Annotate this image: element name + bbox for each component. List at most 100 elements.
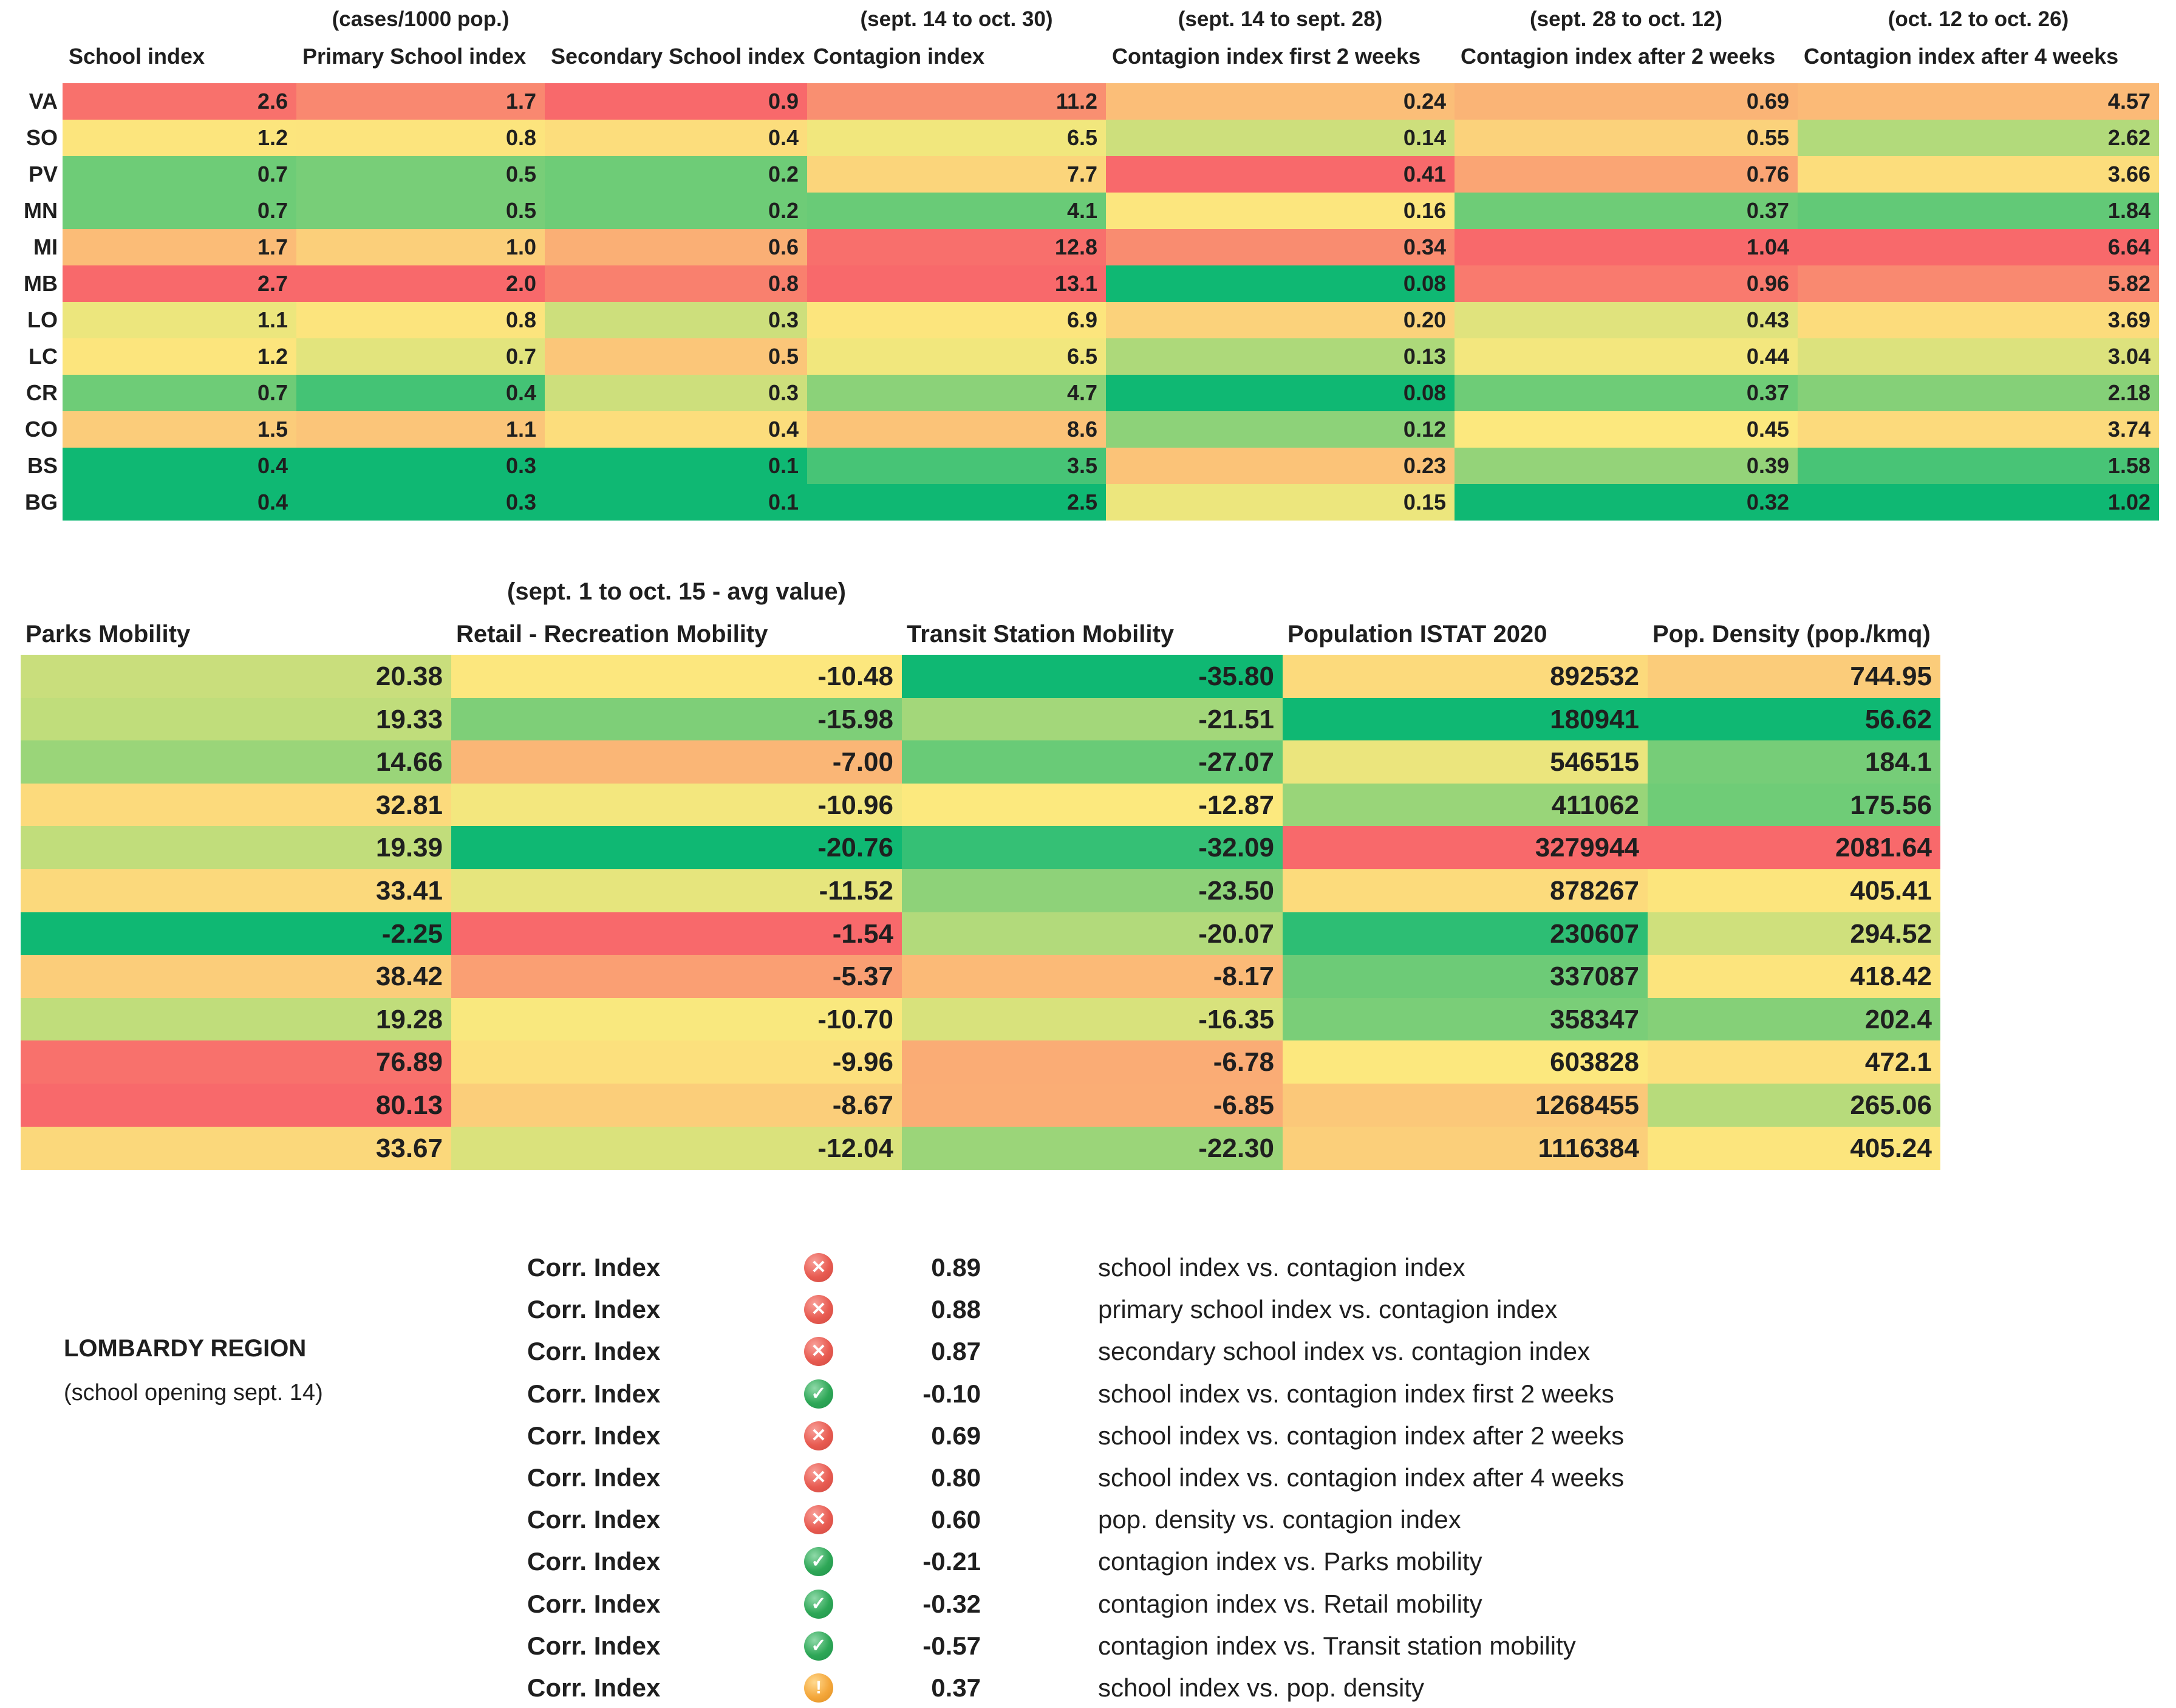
column-header: School index (69, 44, 205, 69)
heatmap-cell: 0.16 (1106, 193, 1455, 229)
heatmap-cell: 0.13 (1106, 338, 1455, 375)
unit-header: (oct. 12 to oct. 26) (1888, 7, 2069, 31)
heatmap-cell: 0.8 (296, 302, 545, 338)
heatmap-cell: 405.24 (1648, 1127, 1940, 1170)
heatmap-cell: -35.80 (902, 655, 1283, 698)
corr-value: -0.21 (923, 1546, 981, 1576)
heatmap-cell: 0.55 (1455, 120, 1798, 156)
region-subtitle: (school opening sept. 14) (64, 1380, 323, 1406)
heatmap-cell: 0.5 (296, 193, 545, 229)
heatmap-cell: 0.8 (296, 120, 545, 156)
heatmap-cell: 4.57 (1798, 83, 2159, 120)
heatmap-cell: 0.7 (63, 193, 296, 229)
heatmap-cell: 0.3 (296, 448, 545, 484)
heatmap-cell: -10.70 (451, 998, 902, 1041)
corr-description: school index vs. contagion index after 2… (1098, 1421, 1625, 1450)
heatmap-cell: 0.1 (545, 448, 807, 484)
column-header: Population ISTAT 2020 (1288, 621, 1547, 647)
heatmap-cell: 3.04 (1798, 338, 2159, 375)
corr-value: 0.87 (931, 1336, 981, 1365)
heatmap-cell: 1.1 (63, 302, 296, 338)
heatmap-cell: 0.14 (1106, 120, 1455, 156)
corr-description: contagion index vs. Transit station mobi… (1098, 1631, 1576, 1660)
row-label: LO (27, 307, 58, 332)
heatmap-cell: -9.96 (451, 1040, 902, 1084)
corr-value: 0.80 (931, 1463, 981, 1492)
corr-index-label: Corr. Index (527, 1379, 661, 1408)
heatmap-cell: 0.15 (1106, 484, 1455, 521)
heatmap-cell: 603828 (1283, 1040, 1648, 1084)
corr-value: 0.37 (931, 1673, 981, 1702)
heatmap-cell: -6.85 (902, 1084, 1283, 1127)
check-icon: ✓ (804, 1379, 833, 1409)
column-header: Parks Mobility (26, 621, 191, 647)
heatmap-cell: 14.66 (21, 740, 451, 784)
heatmap-cell: -10.48 (451, 655, 902, 698)
heatmap-cell: 3279944 (1283, 826, 1648, 869)
heatmap-cell: 0.1 (545, 484, 807, 521)
heatmap-cell: -8.17 (902, 955, 1283, 998)
heatmap-cell: 0.4 (545, 411, 807, 448)
heatmap-cell: 1.1 (296, 411, 545, 448)
heatmap-cell: 1268455 (1283, 1084, 1648, 1127)
heatmap-cell: 80.13 (21, 1084, 451, 1127)
heatmap-cell: 1.04 (1455, 229, 1798, 265)
heatmap-cell: -5.37 (451, 955, 902, 998)
row-label: MB (24, 271, 58, 296)
heatmap-cell: 0.24 (1106, 83, 1455, 120)
heatmap-cell: -16.35 (902, 998, 1283, 1041)
corr-value: 0.60 (931, 1505, 981, 1534)
row-label: CO (25, 417, 58, 442)
heatmap-cell: 1.2 (63, 338, 296, 375)
cross-icon: ✕ (804, 1421, 833, 1450)
heatmap-cell: 0.08 (1106, 265, 1455, 302)
corr-description: school index vs. contagion index (1098, 1252, 1465, 1282)
heatmap-cell: 0.5 (296, 156, 545, 193)
heatmap-cell: 337087 (1283, 955, 1648, 998)
unit-header: (sept. 1 to oct. 15 - avg value) (507, 578, 846, 605)
heatmap-cell: 1.0 (296, 229, 545, 265)
heatmap-cell: -10.96 (451, 784, 902, 827)
heatmap-cell: 0.4 (63, 448, 296, 484)
heatmap-cell: 405.41 (1648, 869, 1940, 912)
row-label: LC (29, 344, 58, 369)
heatmap-cell: 3.74 (1798, 411, 2159, 448)
heatmap-cell: 6.64 (1798, 229, 2159, 265)
heatmap-cell: 7.7 (807, 156, 1106, 193)
heatmap-cell: 0.37 (1455, 375, 1798, 411)
heatmap-cell: -1.54 (451, 912, 902, 955)
column-header: Contagion index after 2 weeks (1461, 44, 1776, 69)
heatmap-cell: -12.04 (451, 1127, 902, 1170)
heatmap-cell: 56.62 (1648, 698, 1940, 741)
corr-description: school index vs. contagion index after 4… (1098, 1463, 1625, 1492)
heatmap-cell: 3.69 (1798, 302, 2159, 338)
heatmap-cell: 0.34 (1106, 229, 1455, 265)
heatmap-cell: 1.7 (63, 229, 296, 265)
heatmap-cell: -15.98 (451, 698, 902, 741)
heatmap-cell: 0.12 (1106, 411, 1455, 448)
cross-icon: ✕ (804, 1505, 833, 1534)
corr-value: 0.69 (931, 1421, 981, 1450)
corr-value: -0.10 (923, 1379, 981, 1408)
heatmap-cell: 0.39 (1455, 448, 1798, 484)
heatmap-cell: -6.78 (902, 1040, 1283, 1084)
heatmap-cell: 202.4 (1648, 998, 1940, 1041)
cross-icon: ✕ (804, 1253, 833, 1282)
heatmap-cell: 6.5 (807, 120, 1106, 156)
corr-index-label: Corr. Index (527, 1505, 661, 1534)
heatmap-cell: 6.5 (807, 338, 1106, 375)
heatmap-cell: 0.7 (63, 156, 296, 193)
corr-description: pop. density vs. contagion index (1098, 1505, 1461, 1534)
heatmap-cell: 0.32 (1455, 484, 1798, 521)
heatmap-cell: 265.06 (1648, 1084, 1940, 1127)
heatmap-cell: 418.42 (1648, 955, 1940, 998)
column-header: Secondary School index (551, 44, 805, 69)
heatmap-cell: 1.02 (1798, 484, 2159, 521)
heatmap-cell: 2.7 (63, 265, 296, 302)
row-label: CR (26, 380, 58, 405)
heatmap-cell: 1.58 (1798, 448, 2159, 484)
heatmap-cell: 20.38 (21, 655, 451, 698)
unit-header: (sept. 14 to oct. 30) (860, 7, 1053, 31)
corr-index-label: Corr. Index (527, 1631, 661, 1660)
corr-description: primary school index vs. contagion index (1098, 1294, 1558, 1324)
